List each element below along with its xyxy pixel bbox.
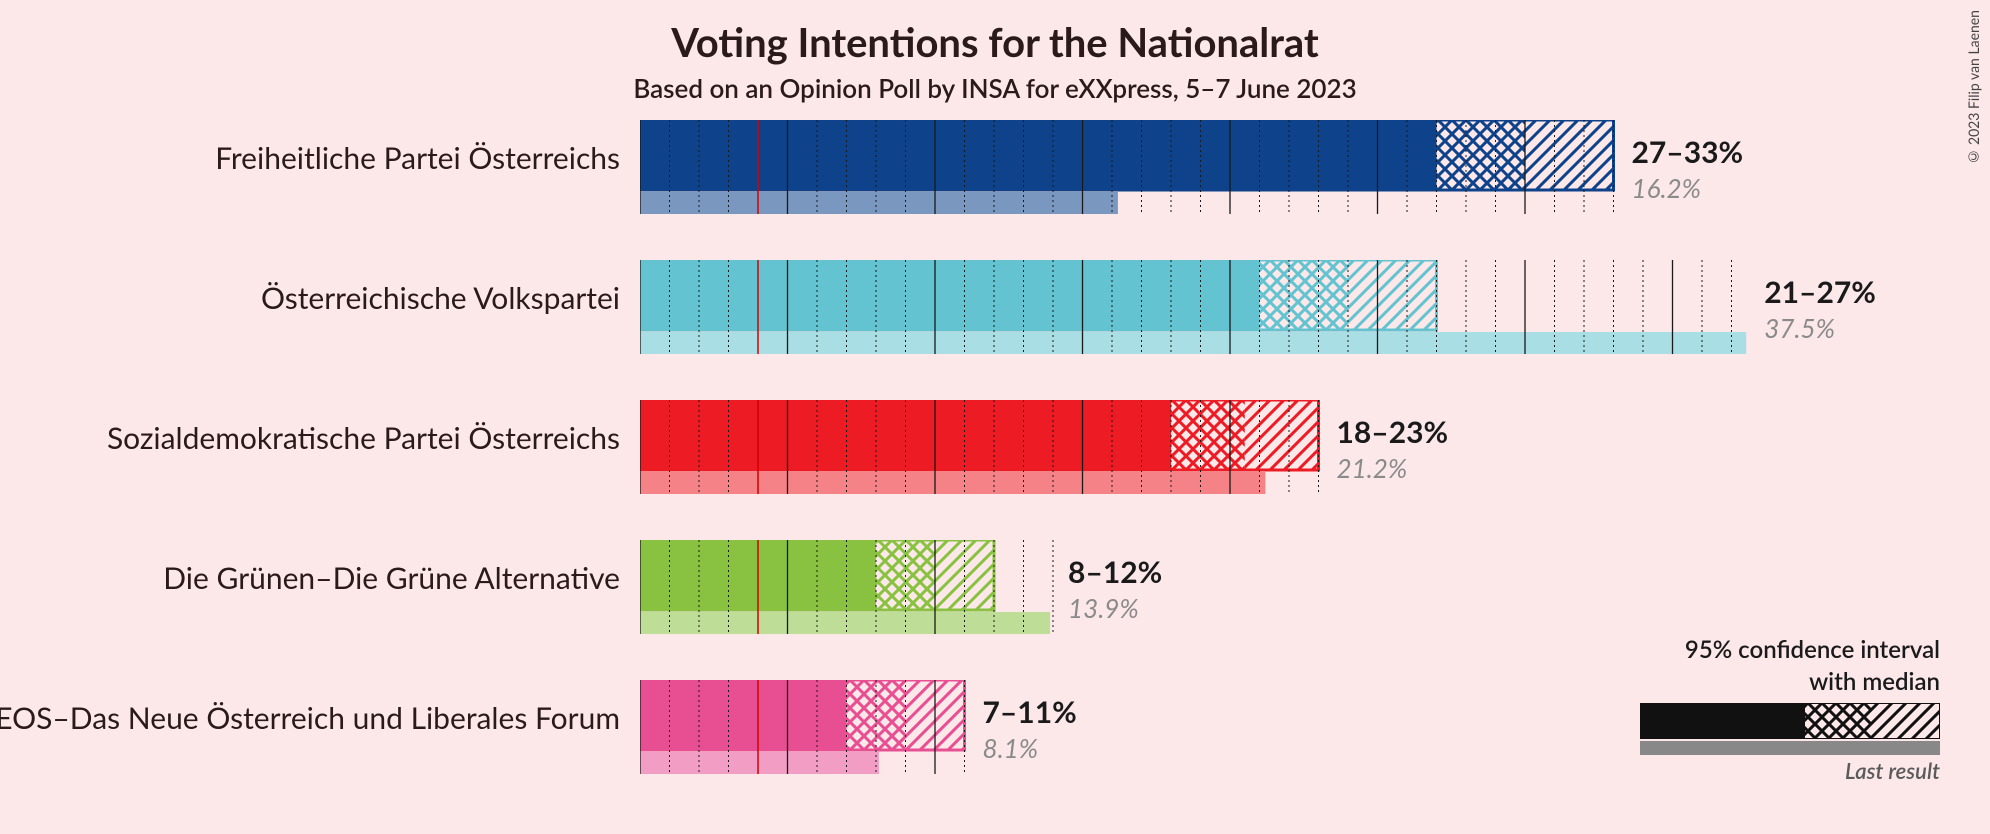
legend-ci-bar: [1640, 703, 1940, 739]
party-bars: [640, 120, 1624, 240]
last-result-label: 21.2%: [1337, 452, 1408, 484]
party-label: Österreichische Volkspartei: [261, 280, 620, 316]
legend-last-label: Last result: [1600, 757, 1940, 784]
chart-row: Österreichische Volkspartei 21–27%37.5%: [0, 260, 1990, 380]
range-label: 27–33%: [1632, 134, 1744, 170]
party-bars: [640, 260, 1756, 380]
legend: 95% confidence interval with median Last…: [1600, 635, 1940, 784]
party-bars: [640, 540, 1060, 660]
last-result-label: 13.9%: [1068, 592, 1139, 624]
party-label: Freiheitliche Partei Österreichs: [215, 140, 620, 176]
party-bars: [640, 680, 975, 800]
chart-title: Voting Intentions for the Nationalrat: [0, 0, 1990, 66]
legend-last-bar: [1640, 741, 1940, 755]
range-label: 7–11%: [983, 694, 1077, 730]
party-label: Sozialdemokratische Partei Österreichs: [107, 420, 620, 456]
range-label: 8–12%: [1068, 554, 1162, 590]
party-bars: [640, 400, 1329, 520]
chart-row: Sozialdemokratische Partei Österreichs 1…: [0, 400, 1990, 520]
legend-line2: with median: [1600, 667, 1940, 697]
chart-subtitle: Based on an Opinion Poll by INSA for eXX…: [0, 72, 1990, 104]
last-result-label: 8.1%: [983, 732, 1039, 764]
chart-row: Freiheitliche Partei Österreichs 27–33%1…: [0, 120, 1990, 240]
party-label: Die Grünen–Die Grüne Alternative: [163, 560, 620, 596]
range-label: 21–27%: [1764, 274, 1876, 310]
party-label: NEOS–Das Neue Österreich und Liberales F…: [0, 700, 620, 736]
last-result-label: 37.5%: [1764, 312, 1835, 344]
legend-line1: 95% confidence interval: [1600, 635, 1940, 665]
range-label: 18–23%: [1337, 414, 1449, 450]
last-result-label: 16.2%: [1632, 172, 1701, 204]
